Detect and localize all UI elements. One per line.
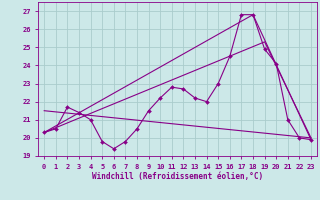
X-axis label: Windchill (Refroidissement éolien,°C): Windchill (Refroidissement éolien,°C) bbox=[92, 172, 263, 181]
